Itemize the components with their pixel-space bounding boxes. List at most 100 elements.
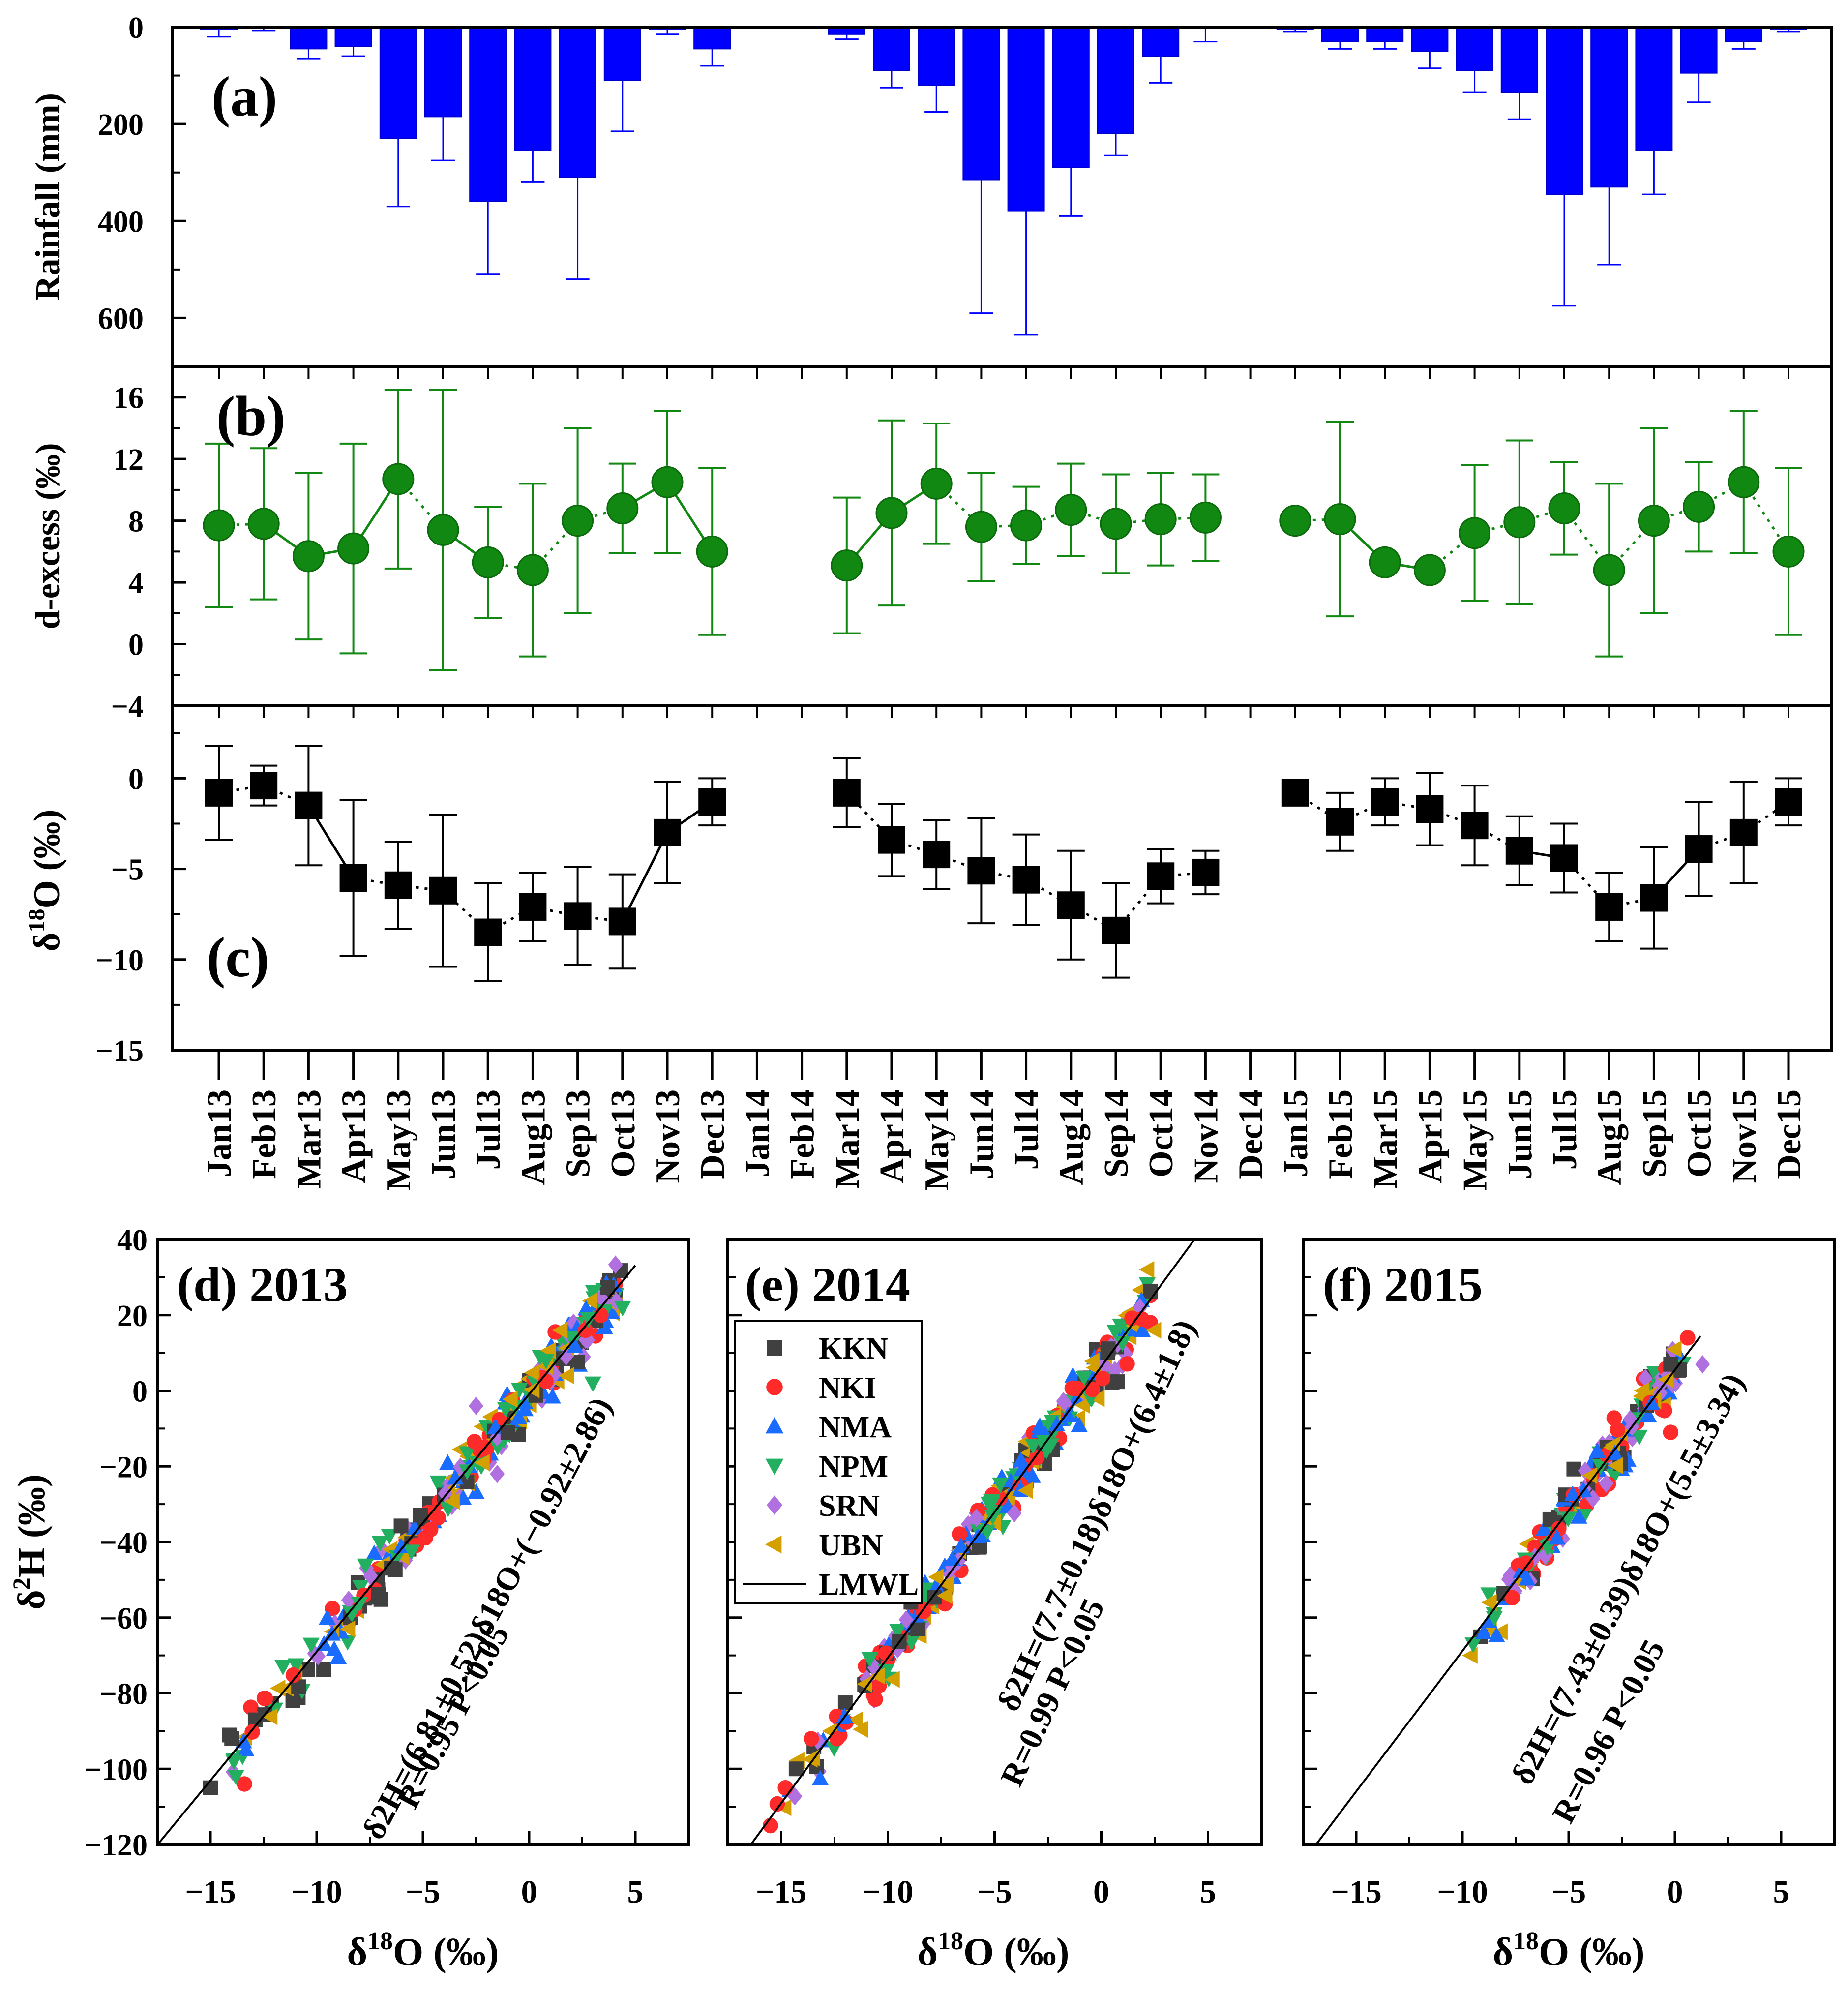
data-point xyxy=(833,779,861,807)
scatter-point-npm xyxy=(861,1652,879,1668)
x-tick-label: 0 xyxy=(521,1874,537,1910)
scatter-point-npm xyxy=(388,1550,406,1566)
scatter-point-nma xyxy=(467,1483,485,1499)
scatter-point-npm xyxy=(585,1285,602,1300)
month-label: Mar14 xyxy=(829,1089,866,1189)
scatter-point-nma xyxy=(811,1770,829,1785)
scatter-point-nma xyxy=(238,1741,255,1756)
scatter-point-ubn xyxy=(262,1708,278,1725)
data-point xyxy=(1729,818,1758,846)
x-tick-label: −5 xyxy=(406,1874,441,1910)
scatter-point-ubn xyxy=(1074,1396,1090,1414)
scatter-point-nki xyxy=(769,1796,785,1812)
scatter-point-npm xyxy=(371,1536,389,1552)
data-point xyxy=(1728,466,1760,498)
scatter-point-nma xyxy=(1639,1406,1657,1422)
month-label: Jul13 xyxy=(470,1089,507,1170)
y-tick-label: −10 xyxy=(96,944,144,977)
rainfall-bar xyxy=(290,27,328,50)
data-point xyxy=(1413,554,1446,586)
scatter-point-nki xyxy=(1551,1521,1567,1537)
data-point xyxy=(1640,884,1668,912)
month-label: Oct14 xyxy=(1142,1089,1180,1178)
scatter-point-ubn xyxy=(852,1721,868,1738)
data-point xyxy=(1055,494,1087,526)
scatter-point-npm xyxy=(459,1446,476,1462)
scatter-point-ubn xyxy=(474,1454,490,1471)
scatter-points xyxy=(157,1255,636,1844)
scatter-point-npm xyxy=(614,1300,631,1317)
scatter-point-ubn xyxy=(937,1587,953,1604)
month-axis-labels: Jan13 Feb13 Mar13 Apr13 May13 Jun13 Jul13 Aug13… xyxy=(201,366,1808,1191)
data-point xyxy=(564,902,592,930)
data-point xyxy=(1775,788,1802,816)
y-tick-label: 0 xyxy=(128,629,144,662)
scatter-point-srn xyxy=(490,1464,505,1483)
scatter-point-nki xyxy=(285,1667,301,1683)
scatter-point-nma xyxy=(1013,1460,1031,1477)
month-label: Feb15 xyxy=(1322,1089,1360,1179)
scatter-point-nma xyxy=(1588,1442,1606,1458)
rainfall-y-tick-label: 600 xyxy=(98,302,144,335)
scatter-points xyxy=(1315,1330,1710,1844)
x-tick-label: −15 xyxy=(185,1874,236,1910)
scatter-point-kkn xyxy=(224,1731,239,1746)
y-tick-label: 12 xyxy=(113,443,144,477)
legend-label: SRN xyxy=(819,1489,880,1523)
scatter-point-srn xyxy=(1695,1355,1710,1374)
scatter-point-nma xyxy=(953,1537,970,1553)
scatter-point-nki xyxy=(243,1699,259,1715)
scatter-point-nki xyxy=(1663,1424,1679,1440)
x-tick-label: 5 xyxy=(1200,1874,1216,1910)
scatter-2015-ticks: −15 −10 −5 0 5 xyxy=(1303,1238,1789,1910)
data-point xyxy=(1369,546,1401,578)
scatter-point-nma xyxy=(1475,1624,1492,1639)
scatter-point-ubn xyxy=(1608,1457,1623,1474)
scatter-point-ubn xyxy=(1658,1371,1674,1388)
month-label: Apr13 xyxy=(335,1089,373,1183)
scatter-point-npm xyxy=(497,1402,514,1418)
month-label: Apr15 xyxy=(1411,1089,1449,1183)
y-tick-label: 8 xyxy=(128,505,144,539)
month-label: Sep14 xyxy=(1098,1089,1135,1178)
month-label: Mar13 xyxy=(290,1089,328,1189)
scatter-point-nki xyxy=(867,1691,883,1707)
rainfall-bar xyxy=(334,27,372,47)
d-excess-series xyxy=(203,389,1805,671)
month-label: Jun15 xyxy=(1501,1089,1539,1179)
scatter-point-srn xyxy=(608,1255,623,1274)
month-label: Nov13 xyxy=(649,1089,687,1183)
scatter-point-ubn xyxy=(1492,1623,1508,1640)
x-tick-label: −10 xyxy=(1437,1874,1488,1910)
month-label: Jul15 xyxy=(1546,1089,1584,1170)
y-tick-label: 0 xyxy=(132,1375,148,1409)
scatter-point-nma xyxy=(1024,1467,1041,1483)
month-label: Dec15 xyxy=(1770,1089,1808,1179)
scatter-point-nma xyxy=(1548,1529,1566,1545)
data-point xyxy=(203,509,235,542)
scatter-point-npm xyxy=(403,1544,420,1560)
rainfall-bar xyxy=(873,27,910,71)
scatter-point-ubn xyxy=(1581,1467,1598,1484)
scatter-point-nki xyxy=(237,1776,252,1792)
scatter-point-nma xyxy=(1048,1416,1066,1431)
scatter-point-srn xyxy=(341,1591,356,1609)
rainfall-bar xyxy=(1456,27,1493,71)
legend-swatch-npm xyxy=(765,1458,784,1476)
scatter-2013-ticks: −15 −10 −5 0 5 −120 −100 −80 −60 −40 −20 0 20 40 xyxy=(85,1224,644,1910)
scatter-point-ubn xyxy=(884,1671,900,1688)
scatter-point-ubn xyxy=(1481,1594,1497,1611)
scatter-point-srn xyxy=(469,1396,483,1415)
scatter-point-nma xyxy=(439,1454,456,1470)
scatter-point-npm xyxy=(274,1660,292,1676)
month-label: Aug13 xyxy=(514,1089,552,1185)
scatter-point-srn xyxy=(1007,1504,1022,1523)
scatter-point-nki xyxy=(1095,1370,1111,1387)
data-point xyxy=(654,818,681,846)
y-tick-label: −20 xyxy=(100,1450,148,1484)
scatter-point-nki xyxy=(878,1645,894,1661)
y-tick-label: 20 xyxy=(117,1299,148,1333)
y-tick-label: 4 xyxy=(128,567,144,600)
y-tick-label: 16 xyxy=(113,382,144,415)
panel-label-c: (c) xyxy=(207,926,269,989)
